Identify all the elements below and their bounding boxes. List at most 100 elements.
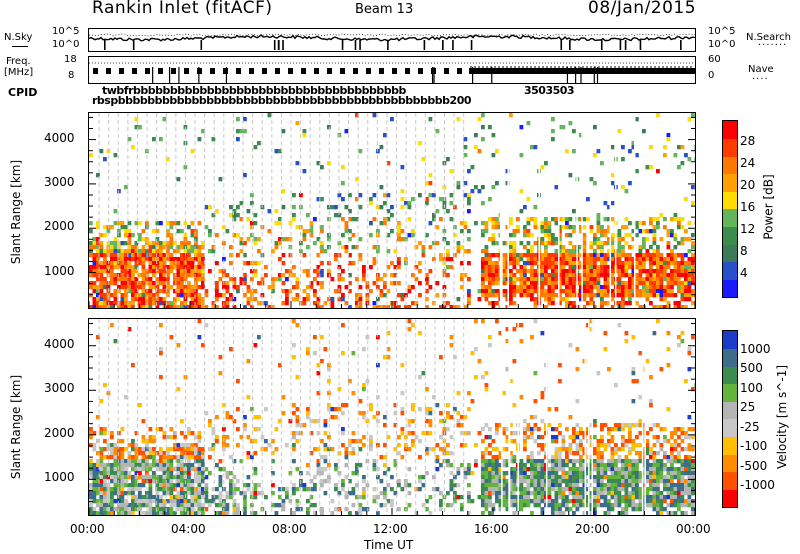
heatmap-cell: [575, 495, 580, 500]
heatmap-cell: [467, 197, 471, 202]
heatmap-cell: [551, 285, 555, 290]
heatmap-cell: [691, 479, 695, 484]
heatmap-cell: [348, 261, 352, 266]
heatmap-cell: [673, 153, 678, 158]
heatmap-cell: [652, 249, 657, 254]
heatmap-cell: [96, 245, 100, 250]
heatmap-cell: [589, 241, 594, 246]
heatmap-cell: [624, 289, 629, 294]
heatmap-cell: [537, 483, 541, 488]
heatmap-cell: [148, 241, 153, 246]
heatmap-cell: [491, 281, 496, 286]
heatmap-cell: [229, 347, 233, 352]
heatmap-cell: [554, 467, 559, 472]
heatmap-cell: [239, 281, 244, 286]
heatmap-cell: [670, 471, 674, 476]
heatmap-cell: [148, 463, 153, 468]
heatmap-cell: [351, 491, 356, 496]
heatmap-cell: [110, 257, 114, 262]
heatmap-cell: [176, 289, 181, 294]
heatmap-cell: [628, 471, 632, 476]
freq-mark: [145, 68, 150, 74]
heatmap-cell: [99, 277, 104, 282]
heatmap-cell: [694, 427, 695, 432]
heatmap-cell: [204, 507, 209, 512]
heatmap-cell: [533, 281, 538, 286]
heatmap-cell: [243, 241, 247, 246]
heatmap-cell: [197, 253, 202, 258]
heatmap-cell: [565, 149, 569, 154]
heatmap-cell: [540, 229, 545, 234]
heatmap-cell: [596, 245, 601, 250]
heatmap-cell: [484, 277, 489, 282]
heatmap-cell: [113, 249, 118, 254]
heatmap-cell: [663, 265, 667, 270]
heatmap-cell: [474, 185, 478, 190]
heatmap-cell: [614, 443, 618, 448]
colorbar-block: [723, 261, 737, 280]
heatmap-cell: [502, 479, 506, 484]
heatmap-cell: [551, 241, 555, 246]
heatmap-cell: [596, 451, 601, 456]
heatmap-cell: [166, 269, 170, 274]
heatmap-cell: [673, 265, 678, 270]
heatmap-cell: [624, 273, 629, 278]
heatmap-cell: [610, 451, 615, 456]
heatmap-cell: [554, 475, 559, 480]
heatmap-cell: [561, 269, 566, 274]
heatmap-cell: [313, 289, 317, 294]
heatmap-cell: [694, 471, 695, 476]
heatmap-cell: [568, 471, 573, 476]
heatmap-cell: [467, 201, 471, 206]
heatmap-cell: [484, 423, 489, 428]
heatmap-cell: [565, 507, 569, 512]
colorbar-block: [723, 191, 737, 210]
heatmap-cell: [155, 293, 160, 298]
heatmap-cell: [474, 347, 478, 352]
heatmap-cell: [309, 285, 314, 290]
heatmap-cell: [481, 487, 485, 492]
heatmap-cell: [180, 301, 184, 306]
heatmap-cell: [477, 289, 482, 294]
heatmap-cell: [96, 253, 100, 258]
heatmap-cell: [673, 269, 678, 274]
heatmap-cell: [460, 277, 464, 282]
heatmap-cell: [92, 241, 97, 246]
heatmap-cell: [159, 447, 163, 452]
heatmap-cell: [617, 475, 622, 480]
heatmap-cell: [194, 499, 198, 504]
heatmap-cell: [138, 495, 142, 500]
heatmap-cell: [134, 297, 139, 302]
heatmap-cell: [309, 233, 314, 238]
heatmap-cell: [159, 221, 163, 226]
heatmap-cell: [341, 277, 345, 282]
heatmap-cell: [236, 379, 240, 384]
heatmap-cell: [554, 293, 559, 298]
heatmap-cell: [607, 439, 611, 444]
heatmap-cell: [656, 265, 660, 270]
heatmap-cell: [589, 435, 594, 440]
colorbar-block: [723, 401, 737, 420]
heatmap-cell: [659, 475, 664, 480]
heatmap-cell: [694, 431, 695, 436]
heatmap-cell: [127, 443, 132, 448]
heatmap-cell: [649, 277, 653, 282]
heatmap-cell: [484, 273, 489, 278]
heatmap-cell: [684, 277, 688, 282]
heatmap-cell: [243, 305, 247, 308]
heatmap-cell: [134, 463, 139, 468]
heatmap-cell: [659, 273, 664, 278]
heatmap-cell: [642, 281, 646, 286]
heatmap-cell: [383, 193, 387, 198]
heatmap-cell: [544, 249, 548, 254]
heatmap-cell: [579, 261, 583, 266]
heatmap-cell: [467, 499, 471, 504]
heatmap-cell: [446, 249, 450, 254]
heatmap-cell: [544, 229, 548, 234]
heatmap-cell: [183, 257, 188, 262]
heatmap-cell: [533, 427, 538, 432]
heatmap-cell: [201, 467, 205, 472]
heatmap-cell: [526, 281, 531, 286]
heatmap-cell: [610, 249, 615, 254]
heatmap-cell: [509, 439, 513, 444]
